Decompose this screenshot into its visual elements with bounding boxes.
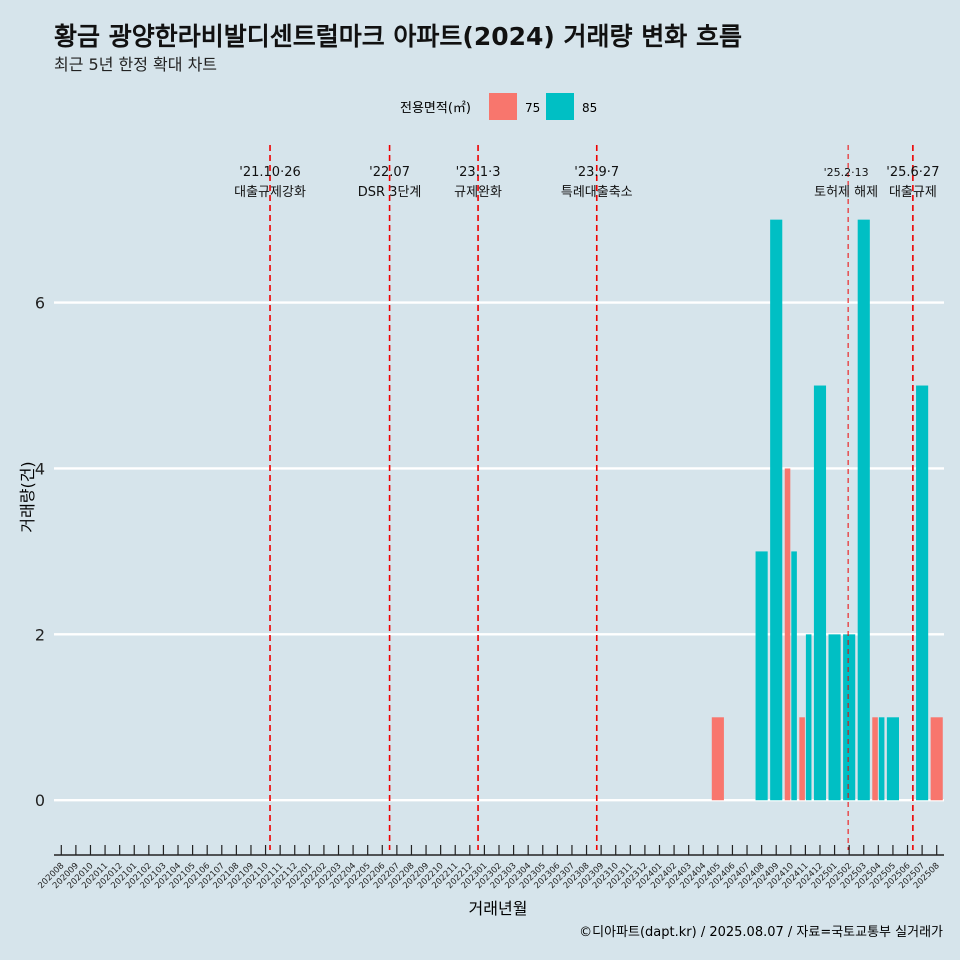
legend-swatch-85 <box>546 93 574 120</box>
bar-202505-85 <box>886 717 899 801</box>
y-tick-label-0: 0 <box>35 791 45 810</box>
bar-202410-85 <box>791 551 797 801</box>
bar-202502-85 <box>843 634 856 801</box>
legend: 전용면적(㎡) 75 85 <box>400 93 597 120</box>
chart-subtitle: 최근 5년 한정 확대 차트 <box>54 55 217 74</box>
legend-swatch-75 <box>489 93 517 120</box>
y-axis-ticks: 0 2 4 6 <box>35 294 45 811</box>
bar-202508-75 <box>930 717 943 801</box>
event-text-label-5: 대출규제 <box>889 185 937 200</box>
legend-label-85: 85 <box>582 101 597 115</box>
bar-202503-85 <box>857 219 870 801</box>
event-date-label-2: '23.1·3 <box>456 165 501 180</box>
y-tick-label-4: 4 <box>35 459 45 478</box>
legend-title: 전용면적(㎡) <box>400 101 471 116</box>
x-axis: 2020082020092020102020112020122021012021… <box>36 845 944 891</box>
event-text-label-4: 토허제 해제 <box>814 185 878 200</box>
bar-202501-85 <box>828 634 841 801</box>
bar-202408-85 <box>755 551 768 801</box>
bar-202412-85 <box>813 385 827 801</box>
bar-202411-85 <box>805 634 812 801</box>
y-axis-label: 거래량(건) <box>18 461 37 532</box>
bar-202405-75 <box>711 717 724 801</box>
event-date-label-1: '22.07 <box>369 165 410 180</box>
event-text-label-1: DSR 3단계 <box>358 185 422 200</box>
chart-caption: ©디아파트(dapt.kr) / 2025.08.07 / 자료=국토교통부 실… <box>579 925 943 940</box>
event-text-label-3: 특례대출축소 <box>561 185 633 200</box>
bar-202411-75 <box>799 717 805 801</box>
bar-202504-85 <box>878 717 885 801</box>
bar-202409-85 <box>770 219 783 801</box>
event-date-label-4: '25.2·13 <box>824 166 869 179</box>
event-lines: '21.10·26 대출규제강화 '22.07 DSR 3단계 '23.1·3 규제완화 '… <box>234 145 939 850</box>
event-date-label-5: '25.6·27 <box>886 165 939 180</box>
bar-202507-85 <box>916 385 929 801</box>
y-tick-label-2: 2 <box>35 625 45 644</box>
event-date-label-3: '23.9·7 <box>574 165 619 180</box>
event-date-label-0: '21.10·26 <box>239 165 300 180</box>
bar-202410-75 <box>784 468 791 801</box>
bars <box>711 219 943 801</box>
event-text-label-2: 규제완화 <box>454 185 502 200</box>
bar-202504-75 <box>872 717 878 801</box>
y-tick-label-6: 6 <box>35 294 45 313</box>
x-axis-label: 거래년월 <box>469 899 528 918</box>
legend-label-75: 75 <box>525 101 540 115</box>
chart-title: 황금 광양한라비발디센트럴마크 아파트(2024) 거래량 변화 흐름 <box>54 22 742 51</box>
event-text-label-0: 대출규제강화 <box>234 185 306 200</box>
